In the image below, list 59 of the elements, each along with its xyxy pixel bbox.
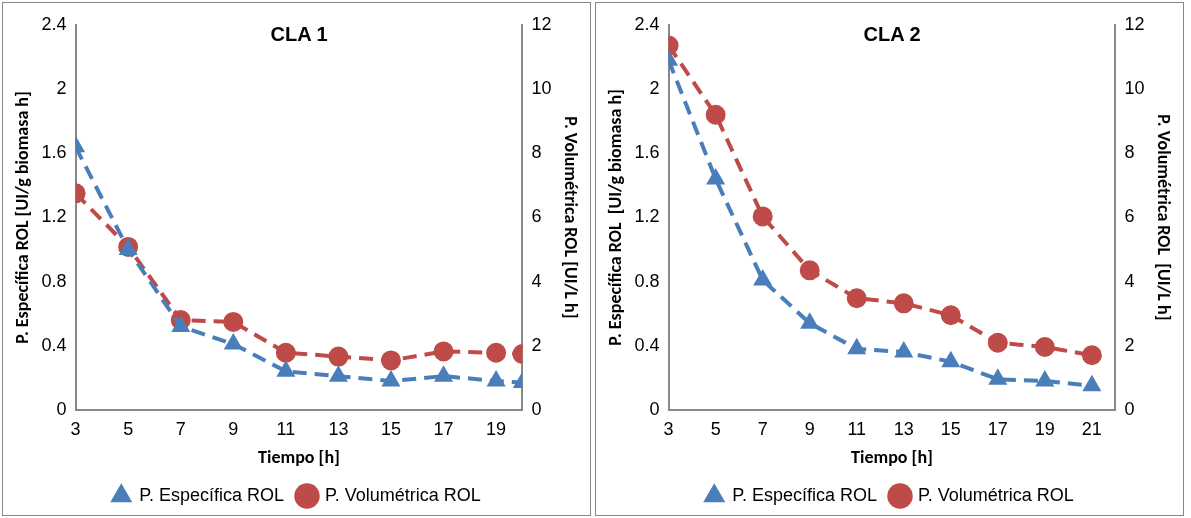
x-tick-label: 13 — [893, 418, 914, 439]
y-axis-title: P. Específica ROL [UI/g biomasa h] — [604, 89, 627, 346]
chart-title: CLA 1 — [270, 22, 328, 45]
y2-tick-label: 8 — [1124, 142, 1135, 163]
y2-tick-label: 0 — [531, 398, 542, 419]
x-tick-label: 21 — [1081, 418, 1102, 439]
y2-tick-label: 6 — [1124, 206, 1135, 227]
x-tick-label: 7 — [175, 418, 186, 439]
y-tick-label: 2.4 — [634, 13, 660, 34]
y-tick-label: 0 — [649, 398, 660, 419]
y2-tick-label: 10 — [1124, 78, 1145, 99]
y2-tick-label: 8 — [531, 142, 542, 163]
y2-tick-label: 2 — [531, 334, 542, 355]
legend-label: P. Volumétrica ROL — [325, 484, 481, 505]
x-tick-label: 17 — [433, 418, 454, 439]
legend-label: P. Específica ROL — [139, 484, 285, 505]
y-tick-label: 0.4 — [634, 334, 660, 355]
y-axis-title: P. Específica ROL [UI/g biomasa h] — [11, 91, 34, 344]
y2-tick-label: 12 — [531, 13, 552, 34]
y2-tick-label: 10 — [531, 78, 552, 99]
x-tick-label: 3 — [70, 418, 81, 439]
y-tick-label: 0 — [56, 398, 67, 419]
x-tick-label: 9 — [228, 418, 239, 439]
y-tick-label: 1.2 — [41, 206, 67, 227]
x-tick-label: 11 — [847, 418, 867, 439]
y-tick-label: 1.6 — [634, 142, 660, 163]
x-tick-label: 19 — [486, 418, 507, 439]
y2-tick-label: 4 — [531, 270, 542, 291]
x-axis-title: Tiempo [h] — [258, 445, 340, 468]
y2-tick-label: 2 — [1124, 334, 1135, 355]
y-tick-label: 2 — [649, 78, 660, 99]
y2-tick-label: 0 — [1124, 398, 1135, 419]
chart-title: CLA 2 — [863, 22, 921, 45]
x-tick-label: 11 — [276, 418, 296, 439]
y2-tick-label: 12 — [1124, 13, 1145, 34]
x-tick-label: 13 — [328, 418, 349, 439]
y-tick-label: 1.6 — [41, 142, 67, 163]
y-tick-label: 0.8 — [634, 270, 660, 291]
x-tick-label: 3 — [663, 418, 674, 439]
y2-axis-title: P. Volumétrica ROL [UI/L h] — [559, 116, 582, 319]
x-tick-label: 19 — [1034, 418, 1055, 439]
legend-label: P. Volumétrica ROL — [918, 484, 1074, 505]
legend-label: P. Específica ROL — [732, 484, 878, 505]
y2-tick-label: 6 — [531, 206, 542, 227]
y-tick-label: 2.4 — [41, 13, 67, 34]
y-tick-label: 0.8 — [41, 270, 67, 291]
y-tick-label: 1.2 — [634, 206, 660, 227]
x-axis-title: Tiempo [h] — [851, 445, 933, 468]
x-tick-label: 5 — [123, 418, 134, 439]
y2-tick-label: 4 — [1124, 270, 1135, 291]
x-tick-label: 17 — [987, 418, 1008, 439]
x-tick-label: 5 — [710, 418, 721, 439]
x-tick-label: 15 — [380, 418, 401, 439]
x-tick-label: 7 — [757, 418, 768, 439]
y-tick-label: 2 — [56, 78, 67, 99]
y2-axis-title: P. Volumétrica ROL [UI/L h] — [1152, 114, 1175, 321]
x-tick-label: 9 — [804, 418, 815, 439]
y-tick-label: 0.4 — [41, 334, 67, 355]
x-tick-label: 15 — [940, 418, 961, 439]
